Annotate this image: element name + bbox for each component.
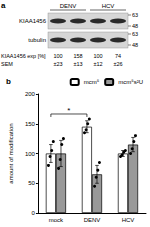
- svg-text:KIAA1456 exp [%]: KIAA1456 exp [%]: [1, 53, 46, 59]
- svg-text:48: 48: [132, 23, 138, 29]
- svg-text:SEM: SEM: [1, 61, 13, 67]
- svg-text:0: 0: [32, 210, 36, 216]
- svg-text:158: 158: [73, 53, 82, 59]
- svg-text:100: 100: [53, 53, 62, 59]
- svg-text:74: 74: [115, 53, 121, 59]
- svg-text:HCV: HCV: [102, 3, 115, 9]
- svg-text:±13: ±13: [73, 61, 82, 67]
- svg-text:mcm⁵: mcm⁵: [84, 79, 100, 85]
- svg-text:100: 100: [93, 53, 102, 59]
- svg-text:63: 63: [132, 12, 138, 18]
- svg-text:tubulin: tubulin: [28, 37, 46, 43]
- svg-text:*: *: [67, 106, 70, 115]
- svg-text:200: 200: [25, 91, 36, 97]
- svg-text:63: 63: [132, 31, 138, 37]
- svg-text:mock: mock: [49, 217, 64, 223]
- svg-text:a: a: [1, 1, 6, 10]
- svg-text:±12: ±12: [93, 61, 102, 67]
- svg-text:amount of modification: amount of modification: [8, 123, 14, 183]
- svg-text:HCV: HCV: [122, 217, 135, 223]
- svg-text:50: 50: [28, 180, 35, 186]
- svg-text:±26: ±26: [113, 61, 122, 67]
- svg-text:b: b: [6, 77, 11, 86]
- svg-text:DENV: DENV: [60, 3, 77, 9]
- svg-text:150: 150: [25, 121, 36, 127]
- svg-text:100: 100: [25, 151, 36, 157]
- svg-text:±23: ±23: [53, 61, 62, 67]
- svg-text:48: 48: [132, 42, 138, 48]
- svg-text:mcm⁵s²U: mcm⁵s²U: [118, 79, 143, 85]
- svg-text:KIAA1456: KIAA1456: [19, 18, 47, 24]
- svg-text:DENV: DENV: [84, 217, 101, 223]
